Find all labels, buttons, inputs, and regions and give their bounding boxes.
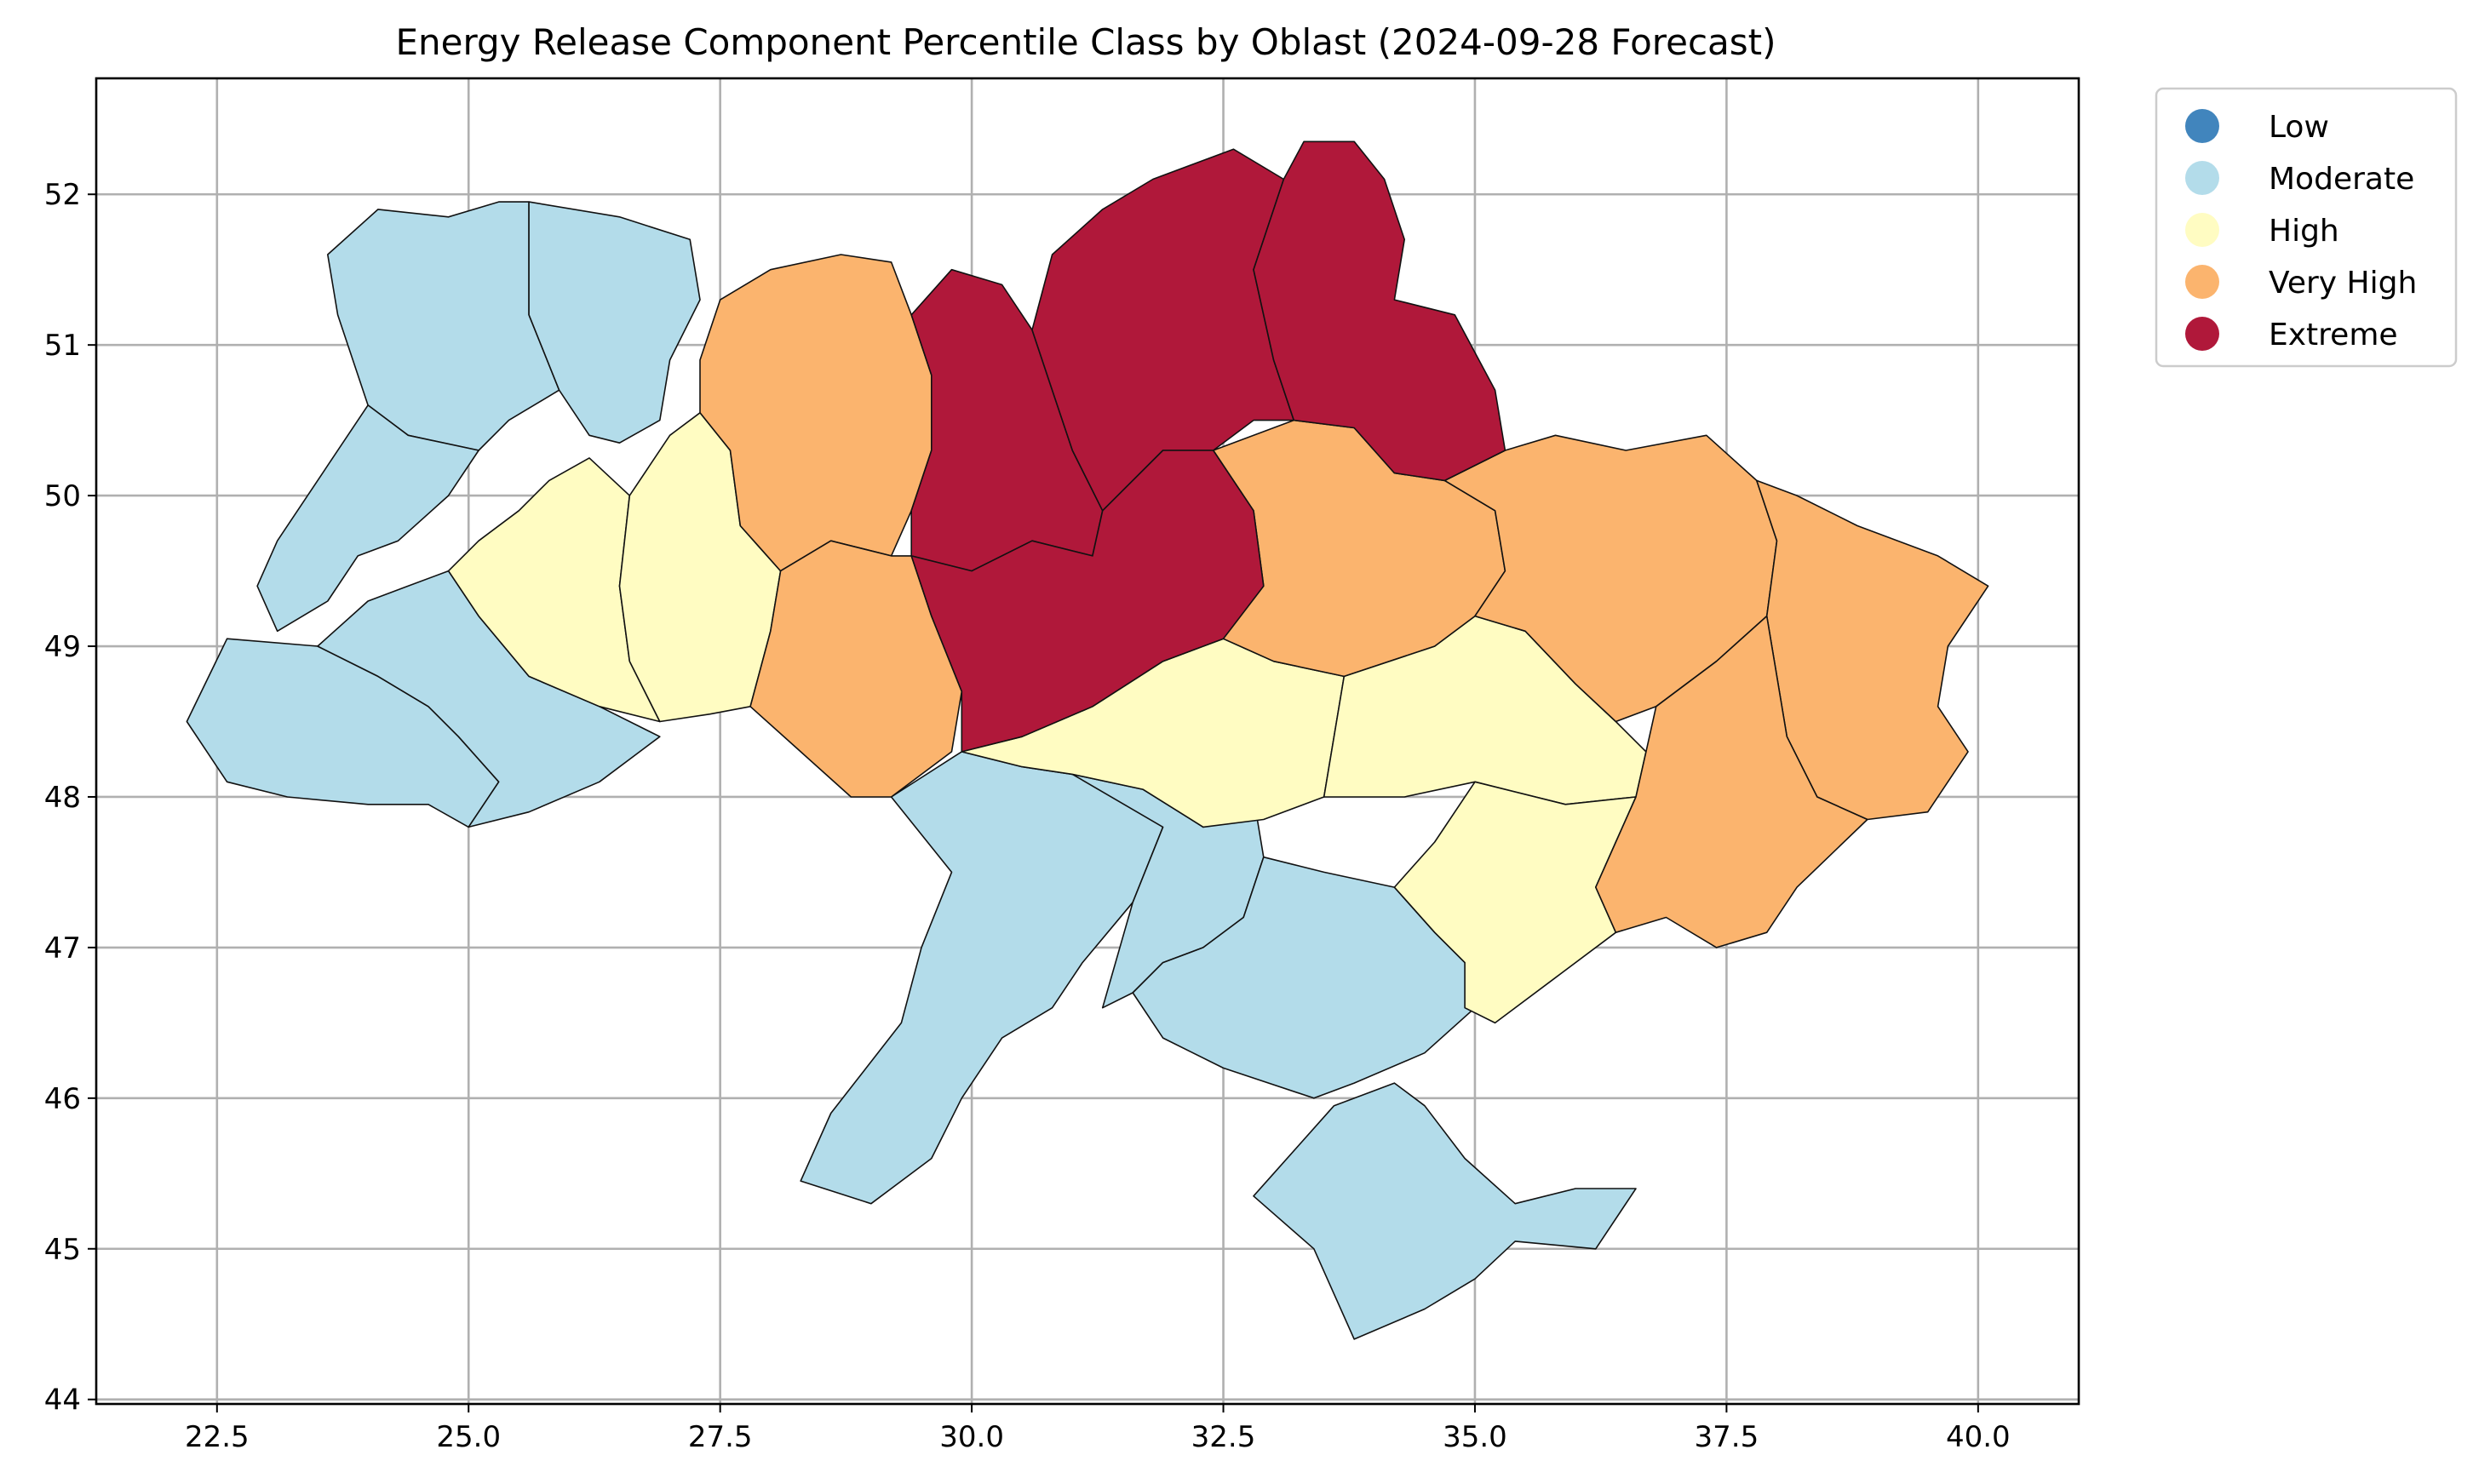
oblast-region-4 [317, 570, 661, 828]
oblast-region-5 [800, 751, 1164, 1205]
oblast-region-7 [1132, 856, 1476, 1099]
x-tick-label-6: 37.5 [1695, 1420, 1759, 1454]
legend-swatch-high [2185, 213, 2219, 247]
legend-swatch-low [2185, 109, 2219, 143]
oblast-regions [186, 140, 1989, 1340]
legend-swatch-moderate [2185, 161, 2219, 195]
y-tick-label-0: 44 [44, 1384, 81, 1418]
y-tick-label-6: 50 [44, 479, 81, 513]
x-tick-label-1: 25.0 [436, 1420, 501, 1454]
legend-label-very-high: Very High [2269, 266, 2417, 301]
map-title: Energy Release Component Percentile Clas… [395, 21, 1776, 63]
legend-swatch-extreme [2185, 317, 2219, 351]
y-tick-label-3: 47 [44, 931, 81, 965]
oblast-region-2 [256, 404, 479, 633]
x-tick-label-4: 32.5 [1191, 1420, 1256, 1454]
oblast-region-15 [749, 540, 963, 798]
oblast-region-8 [1253, 1082, 1637, 1340]
y-tick-label-5: 49 [44, 630, 81, 664]
y-tick-label-1: 45 [44, 1233, 81, 1267]
legend-swatch-very-high [2185, 265, 2219, 299]
oblast-region-22 [1253, 140, 1506, 482]
legend-label-high: High [2269, 214, 2339, 249]
y-tick-label-4: 48 [44, 781, 81, 815]
legend: Low Moderate High Very High Extreme [2155, 87, 2458, 368]
legend-frame [2155, 87, 2458, 368]
y-tick-label-8: 52 [44, 178, 81, 212]
x-tick-label-2: 27.5 [688, 1420, 753, 1454]
legend-label-extreme: Extreme [2269, 318, 2398, 352]
x-tick-label-5: 35.0 [1443, 1420, 1507, 1454]
y-tick-label-7: 51 [44, 329, 81, 363]
x-axis-ticks: 22.5 25.0 27.5 30.0 32.5 35.0 37.5 40.0 [185, 1404, 2011, 1454]
oblast-region-1 [528, 201, 701, 444]
legend-label-moderate: Moderate [2269, 162, 2414, 197]
plot-frame [95, 77, 2080, 1406]
x-tick-label-7: 40.0 [1946, 1420, 2011, 1454]
y-axis-ticks: 44 45 46 47 48 49 50 51 52 [44, 178, 96, 1418]
legend-label-low: Low [2269, 110, 2329, 145]
oblast-region-0 [326, 201, 560, 451]
x-tick-label-0: 22.5 [185, 1420, 250, 1454]
y-tick-label-2: 46 [44, 1082, 81, 1116]
oblast-region-23 [910, 450, 1265, 753]
x-tick-label-3: 30.0 [939, 1420, 1004, 1454]
oblast-region-19 [1595, 615, 1868, 948]
